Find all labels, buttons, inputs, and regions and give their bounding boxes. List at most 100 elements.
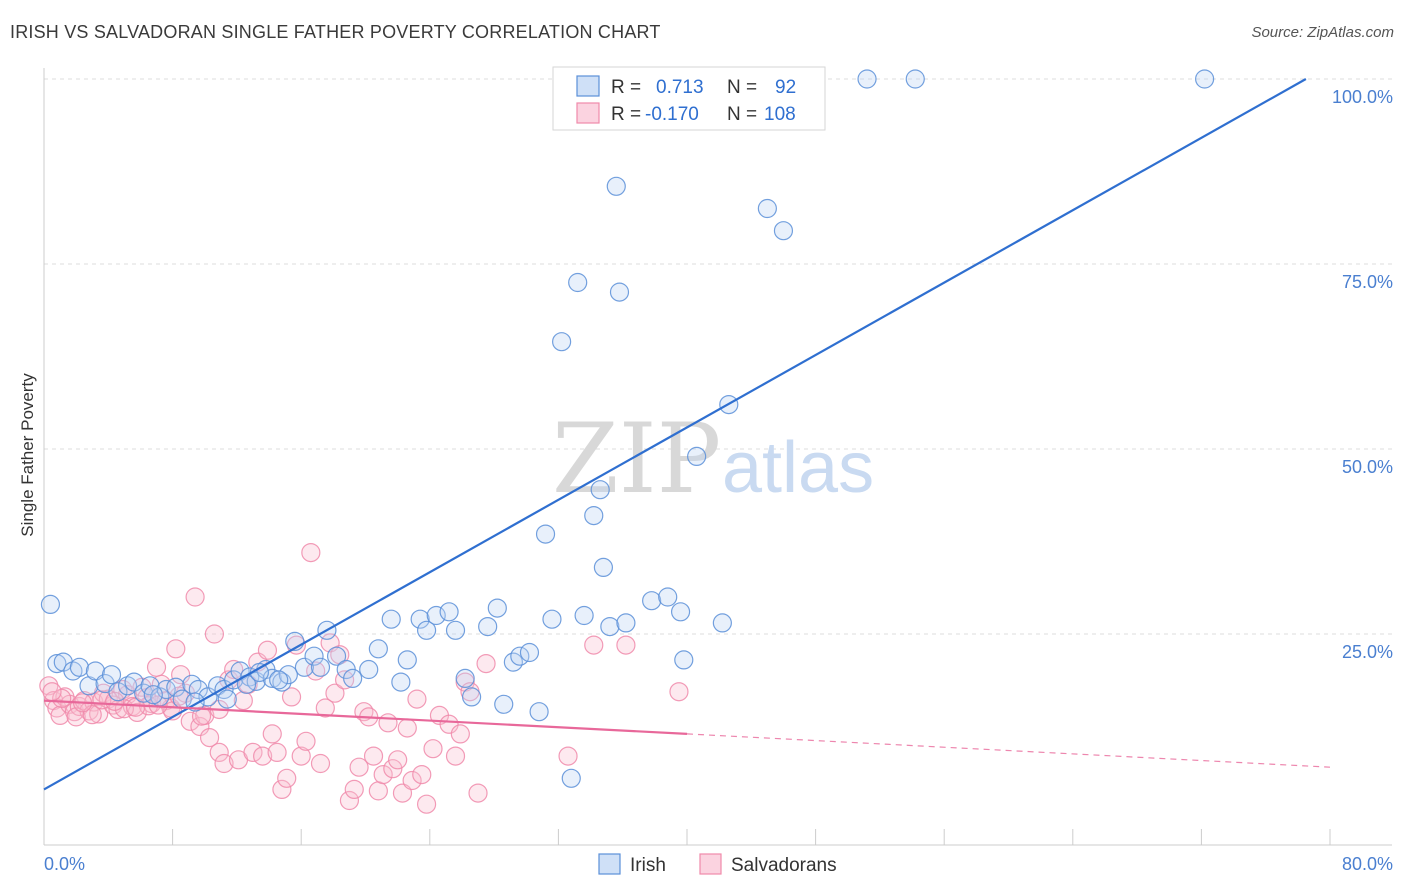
irish-point: [670, 602, 691, 622]
irish-point: [272, 672, 292, 692]
salvadorans-point: [388, 750, 408, 770]
irish-point: [529, 702, 549, 722]
salvadorans-point: [180, 711, 200, 731]
watermark-atlas: atlas: [722, 428, 874, 508]
salvadorans-point: [468, 783, 488, 803]
irish-swatch-icon: [576, 75, 600, 97]
irish-point: [391, 672, 411, 692]
irish-point: [278, 665, 298, 685]
legend-irish-label: Irish: [630, 855, 666, 876]
irish-point: [188, 679, 208, 700]
salvadorans-point: [204, 624, 224, 644]
series-legend: Irish Salvadorans: [598, 853, 837, 876]
irish-point: [368, 639, 388, 659]
irish-point: [510, 646, 530, 666]
salvadorans-point: [39, 676, 59, 696]
irish-point: [606, 176, 626, 196]
salvadorans-point: [257, 640, 278, 660]
irish-trend-line: [43, 78, 1307, 791]
salvadorans-point: [669, 682, 689, 702]
salvadorans-point: [66, 707, 86, 727]
salvadorans-point: [310, 753, 331, 774]
salvadorans-point: [450, 724, 470, 744]
salvadorans-trend-line: [43, 699, 688, 735]
salvadorans-point: [209, 742, 229, 763]
irish-point: [535, 524, 556, 544]
y-axis-title: Single Father Poverty: [18, 373, 37, 537]
irish-point: [712, 613, 732, 633]
irish-n-label: N =: [727, 77, 757, 98]
tick-labels: 25.0% 50.0% 75.0% 100.0% 0.0% 80.0%: [44, 87, 1393, 874]
salvadorans-point: [214, 753, 234, 774]
irish-point: [426, 605, 446, 626]
salvadorans-point: [277, 768, 297, 788]
y-tick-label: 75.0%: [1342, 272, 1393, 292]
irish-point: [294, 657, 315, 677]
salvadorans-point: [272, 779, 292, 800]
irish-point: [478, 616, 498, 637]
irish-point: [143, 685, 163, 705]
irish-point: [217, 689, 237, 709]
salvadorans-point: [584, 635, 604, 655]
irish-point: [455, 668, 475, 689]
y-tick-label: 25.0%: [1342, 642, 1393, 662]
irish-r-value: 0.713: [656, 77, 704, 98]
irish-point: [461, 687, 482, 707]
salvadorans-point: [416, 794, 437, 814]
salvadorans-points: [39, 542, 689, 814]
irish-point: [326, 646, 347, 666]
salvadorans-point: [52, 688, 72, 708]
irish-point: [416, 620, 437, 640]
salvadorans-trend-extension: [686, 733, 1331, 768]
irish-point: [134, 683, 154, 703]
irish-point: [101, 665, 122, 685]
irish-point: [773, 221, 794, 241]
irish-point: [857, 69, 877, 89]
salvadorans-point: [407, 689, 427, 709]
salvadorans-point: [296, 731, 316, 751]
salvadorans-point: [339, 790, 360, 811]
salvadorans-point: [281, 687, 302, 707]
salvadorans-point: [291, 746, 311, 766]
irish-point: [674, 650, 694, 670]
irish-point: [359, 659, 379, 680]
salvadorans-point: [558, 746, 578, 766]
x-tick-label: 80.0%: [1342, 854, 1393, 874]
x-tick-label: 0.0%: [44, 854, 85, 874]
watermark-zip: ZIP: [552, 403, 721, 515]
y-tick-label: 50.0%: [1342, 457, 1393, 477]
irish-point: [609, 282, 630, 302]
salvadorans-point: [301, 542, 321, 563]
stats-legend: R = 0.713 N = 92 R = -0.170 N = 108: [552, 66, 826, 131]
irish-point: [757, 198, 777, 219]
salvadorans-point: [166, 639, 186, 659]
salvadorans-point: [616, 635, 636, 655]
salvadorans-point: [397, 718, 417, 738]
salvadorans-r-value: -0.170: [645, 104, 699, 125]
legend-irish-icon: [598, 853, 621, 875]
irish-point: [590, 480, 610, 500]
irish-point: [439, 602, 459, 622]
salvadorans-point: [185, 587, 205, 607]
salvadorans-point: [476, 653, 496, 674]
irish-point: [445, 620, 466, 640]
irish-point: [642, 591, 662, 611]
irish-n-value: 92: [775, 77, 796, 98]
y-tick-label: 100.0%: [1332, 87, 1393, 107]
salvadorans-point: [315, 698, 335, 718]
irish-point: [519, 642, 540, 663]
salvadorans-swatch-icon: [576, 102, 600, 124]
salvadorans-point: [89, 704, 109, 724]
irish-point: [108, 682, 128, 702]
irish-point: [166, 677, 186, 697]
irish-point: [124, 672, 144, 692]
legend-salvadorans-icon: [699, 853, 722, 875]
salvadorans-point: [383, 759, 403, 779]
salvadorans-point: [262, 724, 282, 744]
irish-point: [687, 446, 707, 466]
salvadorans-point: [191, 706, 212, 726]
irish-point: [69, 657, 89, 677]
irish-point: [310, 657, 331, 677]
salvadorans-point: [42, 682, 62, 702]
irish-point: [269, 670, 289, 690]
